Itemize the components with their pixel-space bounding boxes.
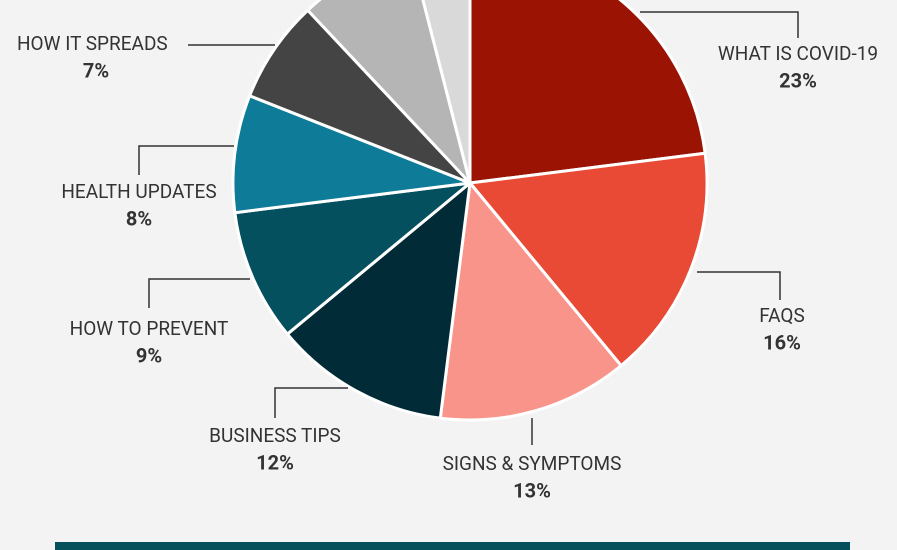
slice-value-label: 9%: [136, 343, 162, 367]
pie-slice: [421, 0, 472, 185]
leader-line: [640, 11, 799, 38]
slice-label: WHAT IS COVID-19: [718, 42, 878, 65]
slice-label: BUSINESS TIPS: [209, 424, 341, 447]
slice-value-label: 7%: [83, 58, 109, 82]
slice-label: FAQS: [759, 304, 805, 327]
pie-slice: [285, 181, 472, 420]
pie-slice: [438, 181, 623, 422]
slice-value-label: 23%: [779, 68, 817, 92]
leader-line: [138, 145, 234, 175]
slice-value-label: 8%: [126, 206, 152, 230]
slice-label: HOW TO PREVENT: [70, 317, 229, 340]
slice-label: HEALTH UPDATES: [61, 180, 216, 203]
leader-line: [274, 387, 348, 418]
pie-slice: [231, 94, 472, 215]
pie-slice: [468, 151, 709, 368]
pie-slice: [248, 8, 472, 185]
slice-value-label: 16%: [763, 330, 801, 354]
leader-line: [697, 271, 781, 300]
slice-label: HOW IT SPREADS: [17, 32, 168, 55]
slice-value-label: 13%: [513, 478, 551, 502]
footer-bar: [55, 542, 850, 550]
pie-slice: [233, 181, 472, 336]
pie-slice: [468, 0, 707, 185]
slice-value-label: 12%: [256, 450, 294, 474]
leader-line: [148, 278, 250, 308]
slice-label: SIGNS & SYMPTOMS: [443, 452, 622, 475]
pie-slice: [306, 0, 472, 185]
